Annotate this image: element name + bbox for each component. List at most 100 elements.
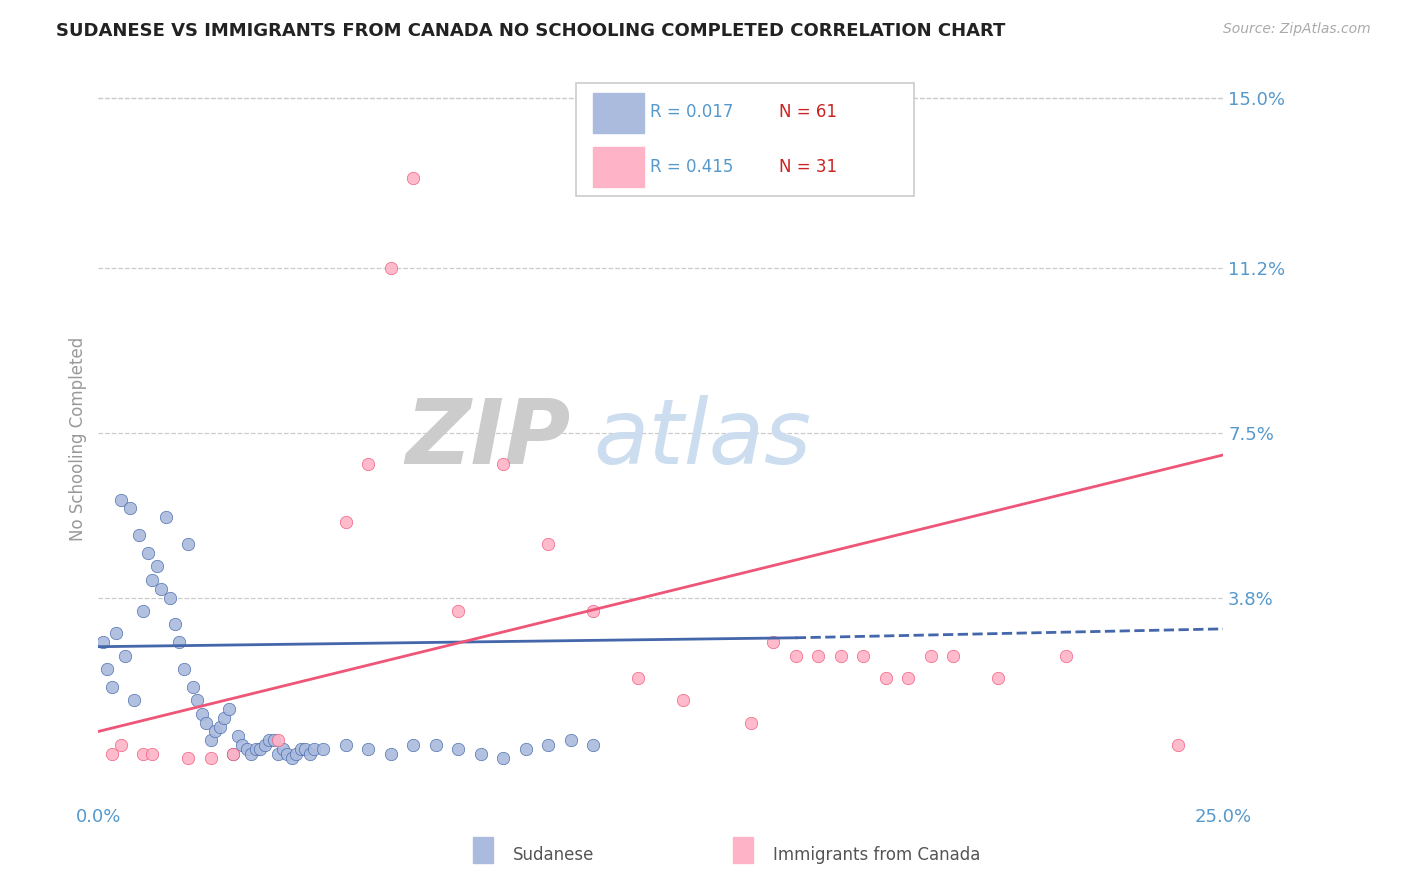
Point bbox=[101, 680, 124, 694]
Point bbox=[141, 747, 163, 761]
Point bbox=[222, 747, 245, 761]
Point bbox=[181, 680, 204, 694]
Point bbox=[218, 702, 240, 716]
Point bbox=[852, 648, 875, 663]
Point bbox=[920, 648, 942, 663]
Text: N = 61: N = 61 bbox=[779, 103, 837, 121]
Point bbox=[110, 492, 132, 507]
Point bbox=[470, 747, 492, 761]
Point bbox=[560, 733, 582, 747]
Point bbox=[447, 742, 470, 756]
Point bbox=[380, 747, 402, 761]
Point bbox=[627, 671, 650, 685]
Point bbox=[204, 724, 226, 739]
Point bbox=[114, 648, 136, 663]
Point bbox=[245, 742, 267, 756]
Point bbox=[285, 747, 308, 761]
Point bbox=[200, 733, 222, 747]
Point bbox=[186, 693, 208, 707]
Text: ZIP: ZIP bbox=[405, 395, 571, 483]
Point bbox=[942, 648, 965, 663]
Point bbox=[191, 706, 214, 721]
Point bbox=[155, 510, 177, 524]
Point bbox=[537, 537, 560, 551]
Point bbox=[875, 671, 897, 685]
Point bbox=[263, 733, 285, 747]
Point bbox=[177, 751, 200, 765]
Point bbox=[231, 738, 253, 752]
Text: R = 0.017: R = 0.017 bbox=[650, 103, 733, 121]
Point bbox=[236, 742, 259, 756]
Point bbox=[762, 635, 785, 649]
Text: Immigrants from Canada: Immigrants from Canada bbox=[773, 846, 980, 863]
Y-axis label: No Schooling Completed: No Schooling Completed bbox=[69, 337, 87, 541]
Text: Source: ZipAtlas.com: Source: ZipAtlas.com bbox=[1223, 22, 1371, 37]
Point bbox=[132, 604, 155, 618]
Point bbox=[249, 742, 271, 756]
Text: SUDANESE VS IMMIGRANTS FROM CANADA NO SCHOOLING COMPLETED CORRELATION CHART: SUDANESE VS IMMIGRANTS FROM CANADA NO SC… bbox=[56, 22, 1005, 40]
Point bbox=[281, 751, 304, 765]
Point bbox=[672, 693, 695, 707]
Point bbox=[226, 729, 249, 743]
Point bbox=[253, 738, 276, 752]
Text: atlas: atlas bbox=[593, 395, 811, 483]
Point bbox=[150, 582, 173, 596]
Point bbox=[380, 260, 402, 275]
Point bbox=[146, 559, 169, 574]
Point bbox=[163, 617, 186, 632]
Point bbox=[740, 715, 762, 730]
Point bbox=[492, 751, 515, 765]
Point bbox=[492, 457, 515, 471]
Point bbox=[515, 742, 537, 756]
Point bbox=[582, 604, 605, 618]
Point bbox=[271, 742, 294, 756]
Text: Sudanese: Sudanese bbox=[513, 846, 595, 863]
Point bbox=[222, 747, 245, 761]
Point bbox=[807, 648, 830, 663]
Point bbox=[312, 742, 335, 756]
Point bbox=[240, 747, 263, 761]
Point bbox=[304, 742, 326, 756]
Point bbox=[177, 537, 200, 551]
Point bbox=[169, 635, 191, 649]
Point bbox=[276, 747, 298, 761]
Point bbox=[96, 662, 118, 676]
Point bbox=[91, 635, 114, 649]
Point bbox=[214, 711, 236, 725]
Point bbox=[357, 457, 380, 471]
Text: R = 0.415: R = 0.415 bbox=[650, 158, 733, 176]
Point bbox=[294, 742, 316, 756]
Point bbox=[830, 648, 852, 663]
Point bbox=[1167, 738, 1189, 752]
FancyBboxPatch shape bbox=[593, 147, 644, 187]
Point bbox=[335, 515, 357, 529]
Point bbox=[582, 738, 605, 752]
Point bbox=[785, 648, 807, 663]
Point bbox=[298, 747, 321, 761]
Point bbox=[447, 604, 470, 618]
FancyBboxPatch shape bbox=[576, 83, 914, 195]
Point bbox=[290, 742, 312, 756]
Point bbox=[124, 693, 146, 707]
Point bbox=[1054, 648, 1077, 663]
Point bbox=[173, 662, 195, 676]
Point bbox=[141, 573, 163, 587]
Point bbox=[267, 747, 290, 761]
Point bbox=[335, 738, 357, 752]
Point bbox=[200, 751, 222, 765]
Point bbox=[357, 742, 380, 756]
Point bbox=[101, 747, 124, 761]
Point bbox=[208, 720, 231, 734]
Point bbox=[110, 738, 132, 752]
FancyBboxPatch shape bbox=[593, 93, 644, 133]
Point bbox=[132, 747, 155, 761]
Point bbox=[402, 171, 425, 186]
Point bbox=[128, 528, 150, 542]
Point bbox=[159, 591, 181, 605]
Point bbox=[259, 733, 281, 747]
Point bbox=[267, 733, 290, 747]
Point bbox=[897, 671, 920, 685]
Text: N = 31: N = 31 bbox=[779, 158, 837, 176]
Point bbox=[402, 738, 425, 752]
Point bbox=[136, 546, 159, 560]
